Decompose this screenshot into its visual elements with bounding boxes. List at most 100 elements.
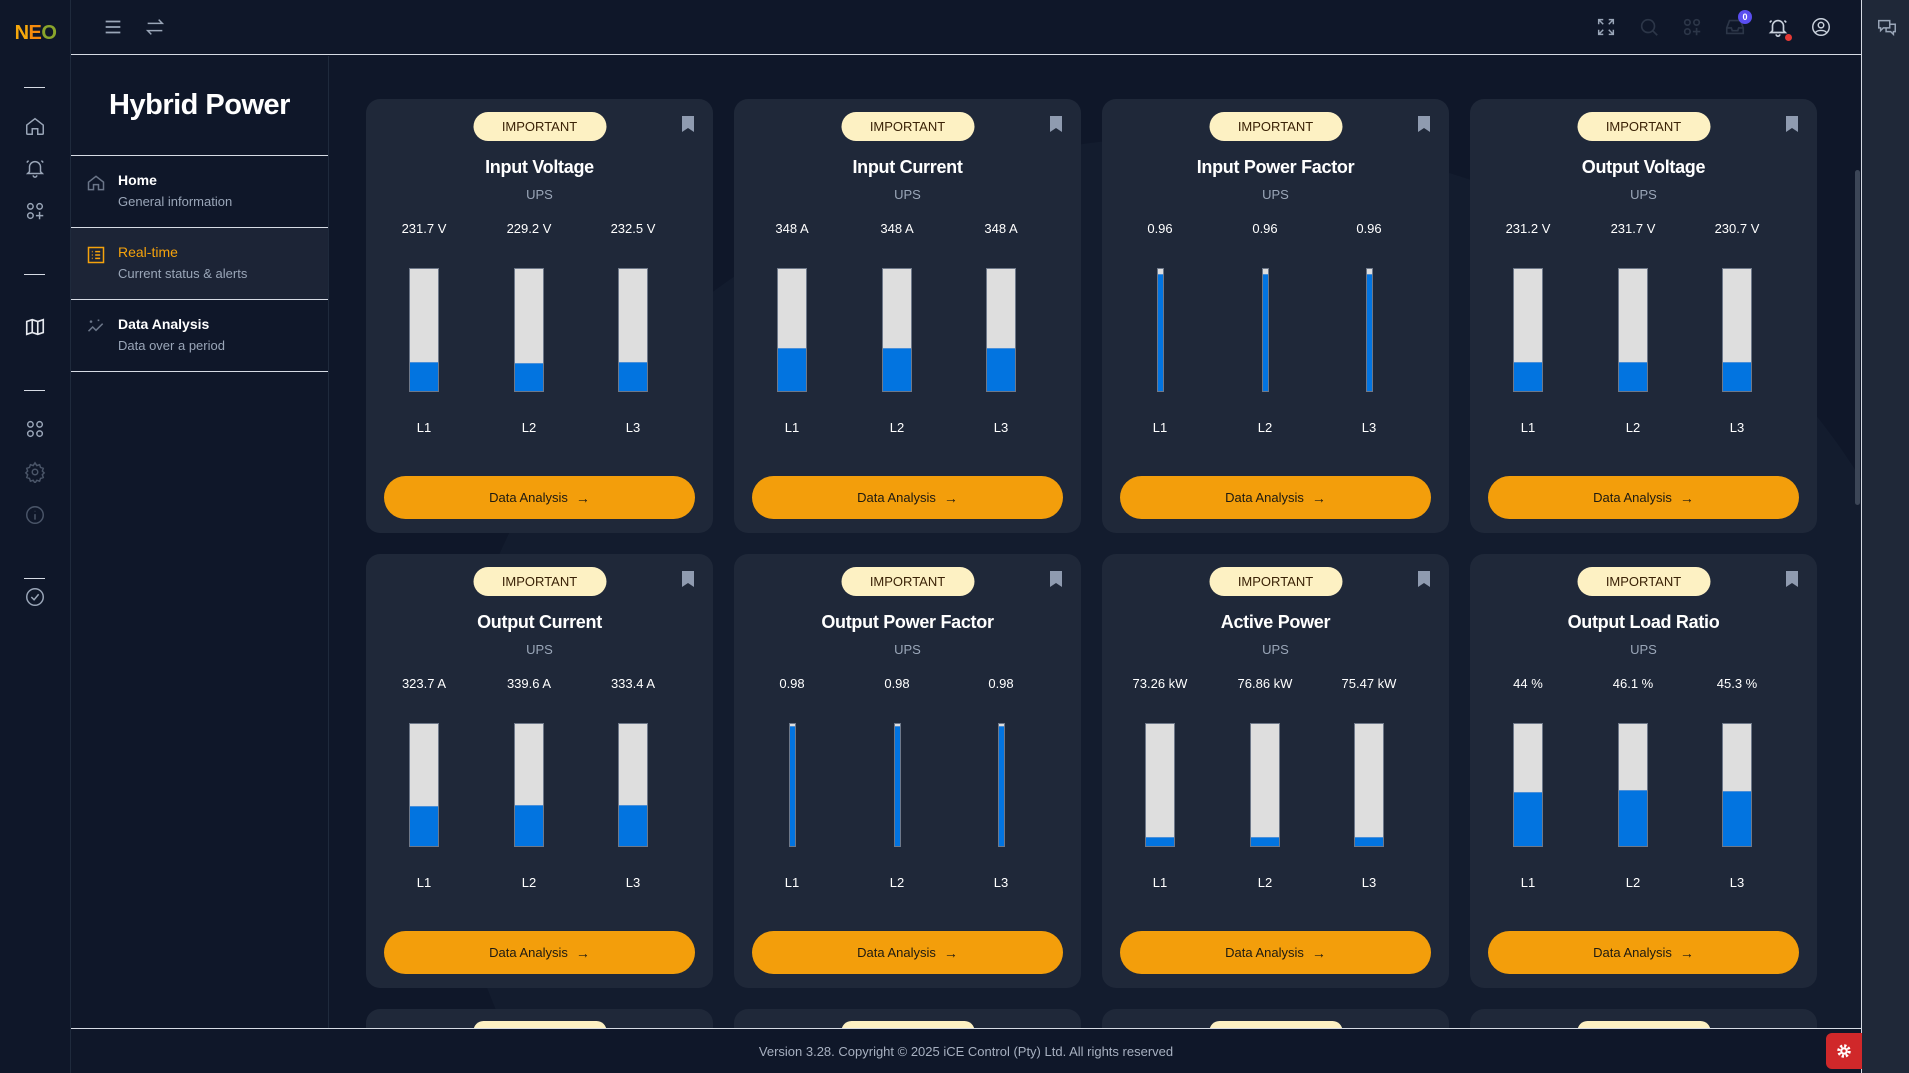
neo-logo[interactable]: NEO bbox=[14, 22, 57, 44]
important-badge bbox=[1577, 1021, 1710, 1028]
bookmark-icon[interactable] bbox=[1417, 570, 1431, 588]
apps-add-icon[interactable] bbox=[1679, 14, 1705, 40]
level-bar bbox=[882, 268, 912, 392]
divider bbox=[24, 390, 45, 391]
check-circle-icon[interactable] bbox=[22, 584, 48, 610]
phase-value: 76.86 kW bbox=[1237, 676, 1293, 691]
level-bar-fill bbox=[1514, 792, 1542, 846]
info-icon[interactable] bbox=[22, 502, 48, 528]
nav-item-real-time[interactable]: Real-time Current status & alerts bbox=[71, 228, 328, 300]
card-title: Active Power bbox=[1220, 612, 1331, 632]
card-source: UPS bbox=[1630, 187, 1657, 202]
level-bar-fill bbox=[410, 361, 438, 391]
bookmark-icon[interactable] bbox=[1785, 570, 1799, 588]
level-bar bbox=[514, 268, 544, 392]
phase-gauge: 0.96 L1 bbox=[1108, 221, 1212, 435]
phase-label: L2 bbox=[1257, 420, 1273, 435]
level-bar-fill bbox=[998, 726, 1004, 846]
bookmark-icon[interactable] bbox=[681, 115, 695, 133]
swap-icon[interactable] bbox=[142, 14, 168, 40]
bookmark-icon[interactable] bbox=[1417, 115, 1431, 133]
data-analysis-button[interactable]: Data Analysis → bbox=[384, 476, 695, 519]
user-icon[interactable] bbox=[1808, 14, 1834, 40]
inbox-icon[interactable]: 0 bbox=[1722, 10, 1752, 40]
card-source: UPS bbox=[894, 187, 921, 202]
data-analysis-button[interactable]: Data Analysis → bbox=[384, 931, 695, 974]
phase-label: L1 bbox=[1520, 420, 1536, 435]
level-bar bbox=[1513, 268, 1543, 392]
phase-gauge: 45.3 % L3 bbox=[1685, 676, 1789, 890]
card-title: Input Voltage bbox=[485, 157, 594, 177]
level-bar-fill bbox=[515, 362, 543, 391]
menu-icon[interactable] bbox=[100, 14, 126, 40]
phase-label: L3 bbox=[625, 875, 641, 890]
phase-label: L2 bbox=[521, 875, 537, 890]
bell-icon[interactable] bbox=[1765, 14, 1792, 41]
phase-gauge: 0.98 L3 bbox=[949, 676, 1053, 890]
content-scrollbar[interactable] bbox=[1855, 170, 1860, 505]
arrow-right-icon: → bbox=[1679, 489, 1694, 506]
metric-card: IMPORTANT Input Voltage UPS 231.7 V L1 2… bbox=[366, 99, 713, 533]
home-icon[interactable] bbox=[22, 113, 48, 139]
data-analysis-button[interactable]: Data Analysis → bbox=[1488, 476, 1799, 519]
phase-value: 229.2 V bbox=[506, 221, 552, 236]
level-bar-fill bbox=[1619, 361, 1647, 391]
nav-item-home[interactable]: Home General information bbox=[71, 156, 328, 228]
phase-label: L2 bbox=[1257, 875, 1273, 890]
level-bar-fill bbox=[1723, 361, 1751, 391]
level-bar bbox=[777, 268, 807, 392]
nav-item-data-analysis[interactable]: Data Analysis Data over a period bbox=[71, 300, 328, 372]
level-bar bbox=[893, 723, 901, 847]
phase-label: L3 bbox=[1361, 875, 1377, 890]
metric-card: IMPORTANT Output Load Ratio UPS 44 % L1 … bbox=[1470, 554, 1817, 988]
phase-gauge: 0.96 L2 bbox=[1213, 221, 1317, 435]
phase-gauge: 76.86 kW L2 bbox=[1213, 676, 1317, 890]
phase-label: L1 bbox=[1152, 420, 1168, 435]
fullscreen-icon[interactable] bbox=[1593, 14, 1619, 40]
level-bar bbox=[618, 268, 648, 392]
search-icon[interactable] bbox=[1636, 14, 1662, 40]
settings-fab-button[interactable] bbox=[1826, 1033, 1862, 1069]
level-bar-fill bbox=[789, 726, 795, 846]
phase-gauge: 323.7 A L1 bbox=[372, 676, 476, 890]
arrow-right-icon: → bbox=[1311, 489, 1326, 506]
main-content: IMPORTANT Input Voltage UPS 231.7 V L1 2… bbox=[330, 56, 1861, 1028]
arrow-right-icon: → bbox=[943, 944, 958, 961]
card-title: Output Load Ratio bbox=[1567, 612, 1720, 632]
bookmark-icon[interactable] bbox=[1785, 115, 1799, 133]
important-badge bbox=[1209, 1021, 1342, 1028]
level-bar-fill bbox=[619, 361, 647, 391]
level-bar-fill bbox=[1146, 837, 1174, 846]
data-analysis-button[interactable]: Data Analysis → bbox=[1120, 931, 1431, 974]
bookmark-icon[interactable] bbox=[1049, 115, 1063, 133]
important-badge bbox=[841, 1021, 974, 1028]
phase-label: L2 bbox=[1625, 420, 1641, 435]
map-icon[interactable] bbox=[22, 314, 48, 340]
grid-icon[interactable] bbox=[22, 416, 48, 442]
important-badge: IMPORTANT bbox=[841, 567, 974, 596]
arrow-right-icon: → bbox=[1311, 944, 1326, 961]
bookmark-icon[interactable] bbox=[1049, 570, 1063, 588]
phase-label: L3 bbox=[993, 420, 1009, 435]
level-bar bbox=[1354, 723, 1384, 847]
level-bar-fill bbox=[987, 348, 1015, 391]
apps-add-icon[interactable] bbox=[22, 198, 48, 224]
phase-value: 230.7 V bbox=[1714, 221, 1760, 236]
copyright-text: Version 3.28. Copyright © 2025 iCE Contr… bbox=[758, 1044, 1174, 1059]
data-analysis-button[interactable]: Data Analysis → bbox=[752, 931, 1063, 974]
data-analysis-button[interactable]: Data Analysis → bbox=[1488, 931, 1799, 974]
bookmark-icon[interactable] bbox=[681, 570, 695, 588]
level-bar bbox=[1513, 723, 1543, 847]
chat-icon[interactable] bbox=[1874, 14, 1900, 40]
card-title: Output Current bbox=[477, 612, 602, 632]
phase-value: 0.98 bbox=[884, 676, 910, 691]
level-bar bbox=[986, 268, 1016, 392]
phase-value: 0.96 bbox=[1252, 221, 1278, 236]
phase-value: 333.4 A bbox=[610, 676, 656, 691]
data-analysis-button[interactable]: Data Analysis → bbox=[1120, 476, 1431, 519]
data-analysis-button[interactable]: Data Analysis → bbox=[752, 476, 1063, 519]
inbox-count-badge: 0 bbox=[1738, 10, 1752, 24]
alarm-icon[interactable] bbox=[22, 155, 48, 181]
gear-icon[interactable] bbox=[22, 459, 48, 485]
